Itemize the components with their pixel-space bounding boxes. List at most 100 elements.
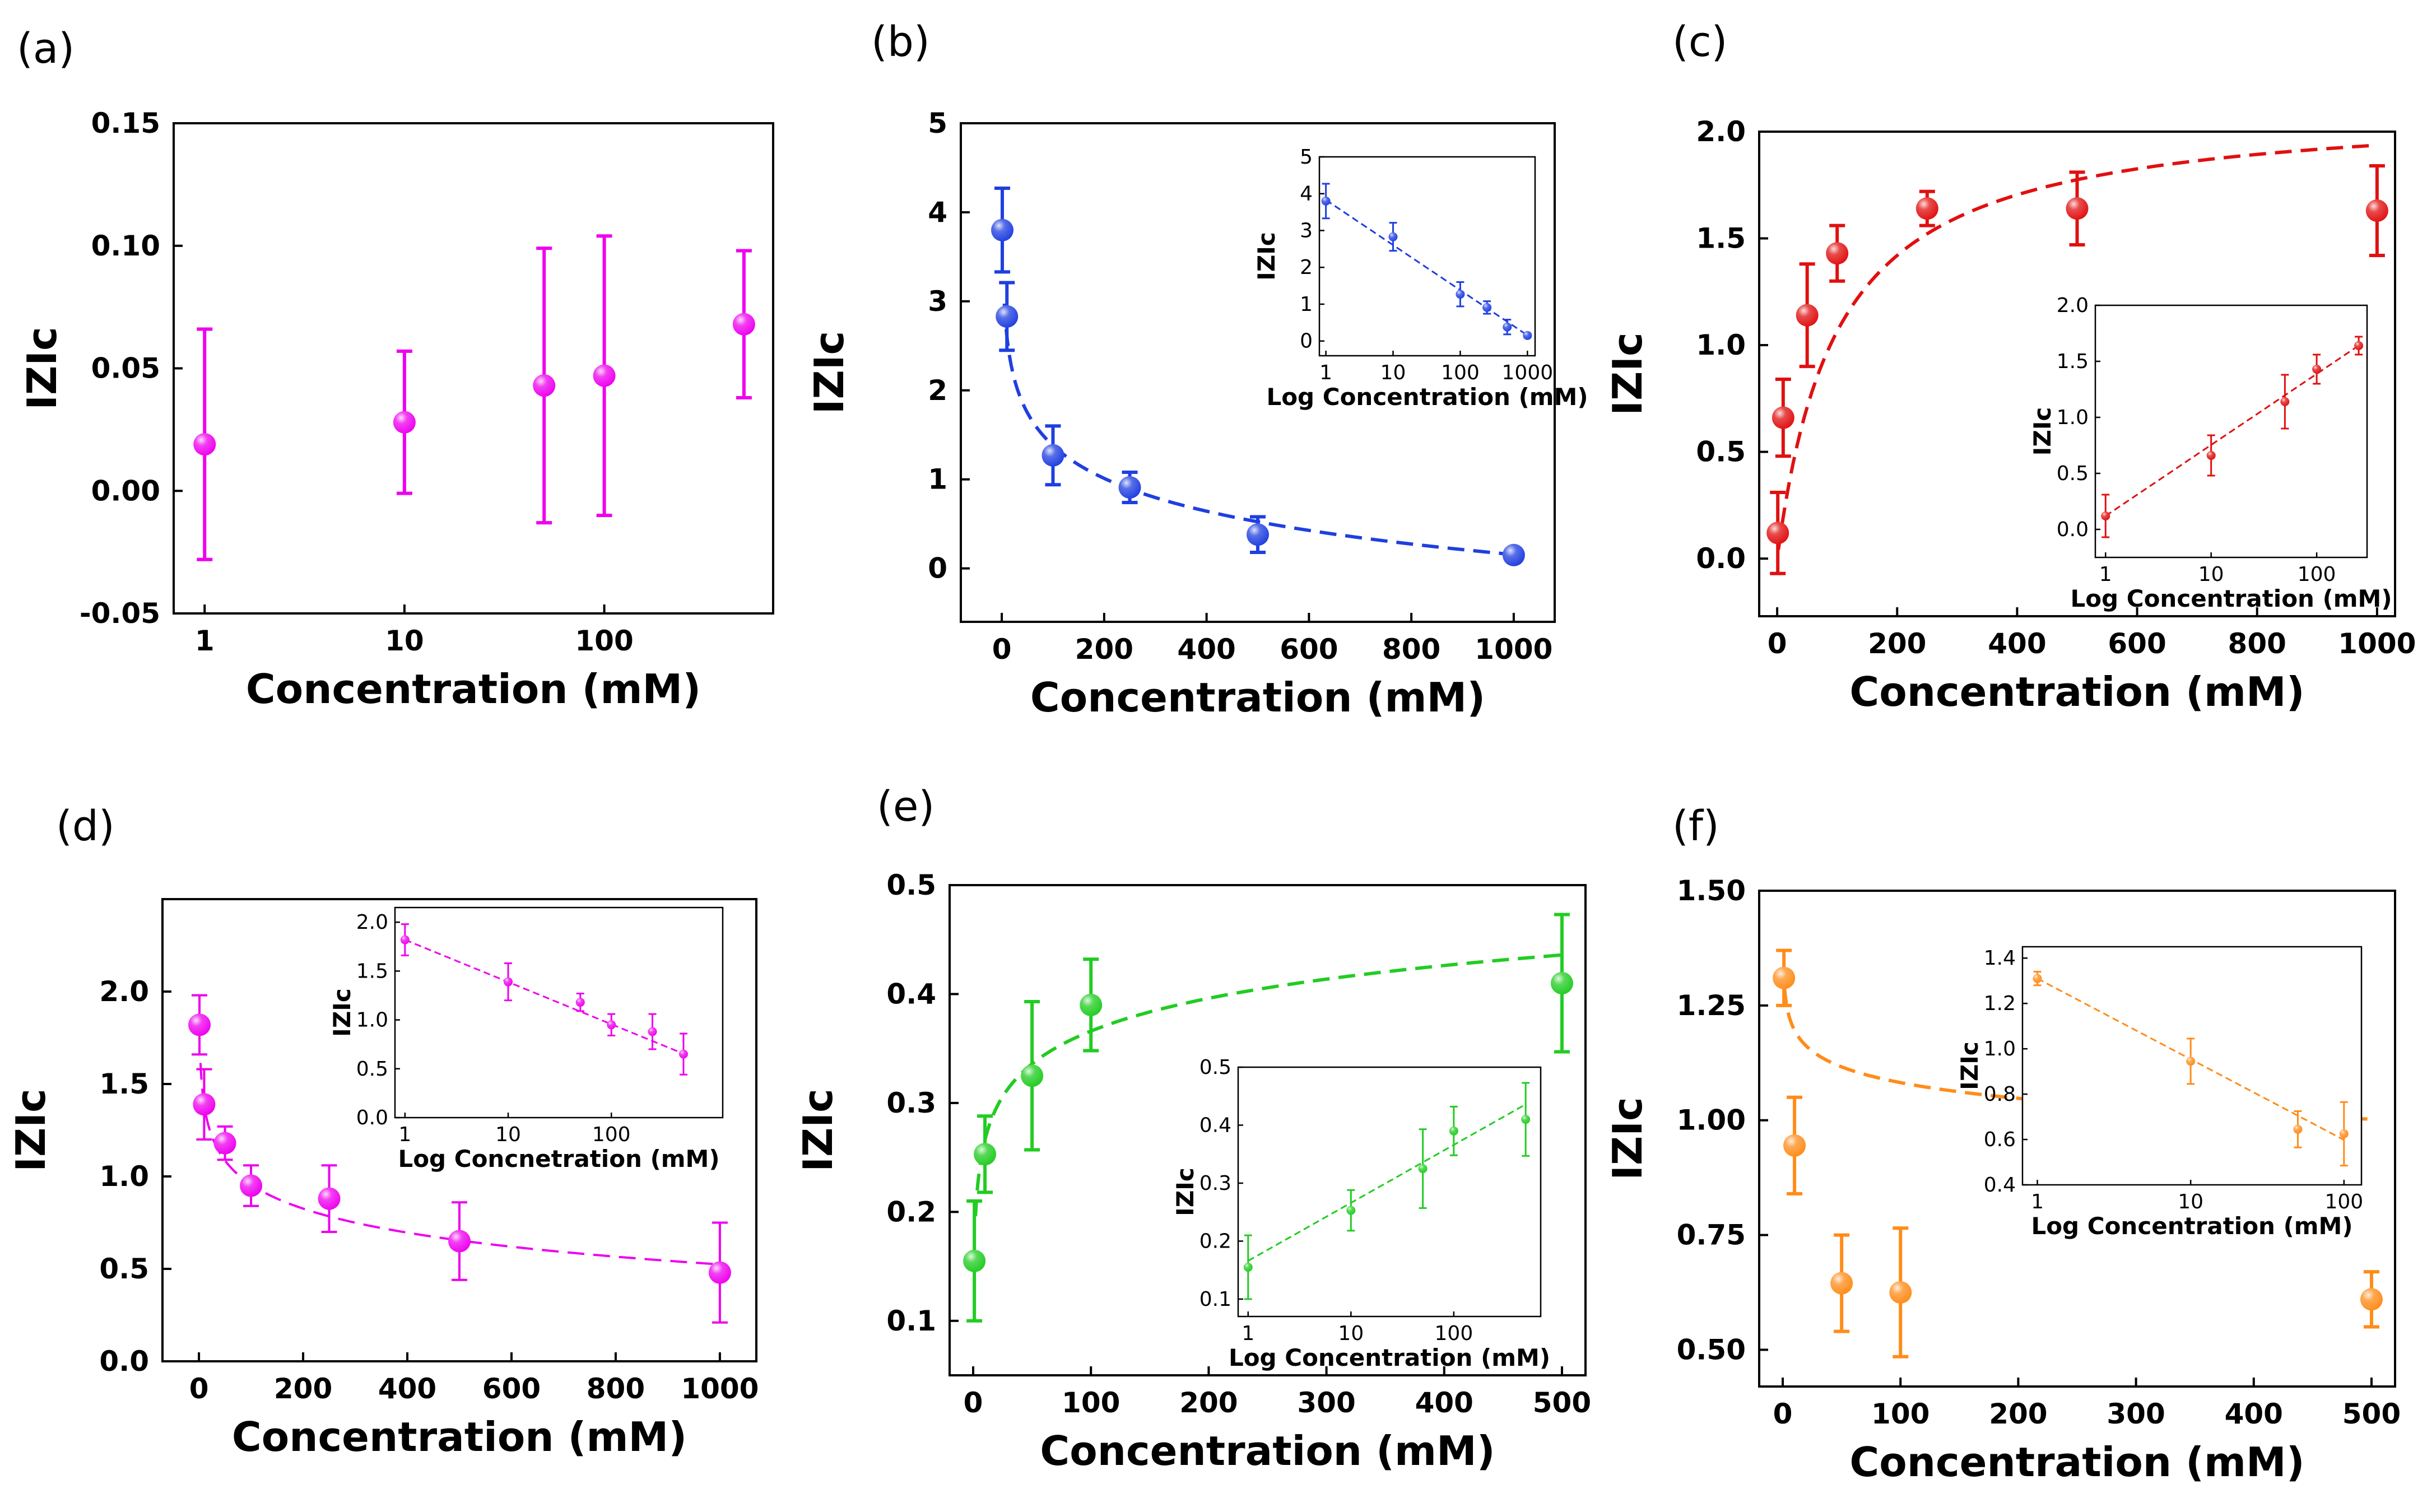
- panel-b-inset-data-point-highlight: [1388, 232, 1398, 241]
- panel-letter-d: (d): [56, 802, 115, 850]
- panel-f-inset: 1 10 100 0.4 0.6 0.8 1.0 1.2 1.4 Log Concentratio…: [1956, 946, 2363, 1240]
- panel-e-data-point-highlight: [1021, 1064, 1044, 1087]
- panel-d-inset-data-point-highlight: [575, 998, 585, 1007]
- panel-f-xtick-label: 400: [2225, 1398, 2283, 1430]
- panel-letter-a: (a): [17, 25, 75, 73]
- panel-b-ytick-label: 5: [928, 107, 947, 139]
- panel-c-ytick-label: 0.5: [1696, 436, 1746, 468]
- panel-a-ytick-label: 0.00: [91, 474, 160, 507]
- panel-a-frame: [173, 122, 774, 615]
- panel-f-inset-data-point-highlight: [2339, 1129, 2349, 1138]
- panel-c-xtick-label: 400: [1988, 627, 2046, 660]
- panel-b-xtick-label: 400: [1177, 633, 1235, 666]
- panel-e-inset-xtick-label: 10: [1338, 1322, 1364, 1345]
- panel-d-inset-ytick-label: 0.5: [356, 1058, 388, 1081]
- panel-d-ytick-label: 2.0: [99, 975, 149, 1008]
- panel-d-data-point-highlight: [193, 1093, 216, 1116]
- panel-e-inset-data-point-highlight: [1346, 1206, 1356, 1215]
- panel-e-xtick-label: 100: [1062, 1387, 1120, 1419]
- panel-e-fit-curve: [974, 953, 1563, 1217]
- panel-d-ytick-label: 1.0: [99, 1160, 149, 1193]
- panel-e-inset-frame: [1237, 1066, 1542, 1318]
- panel-f-ytick-label: 1.50: [1677, 874, 1746, 907]
- panel-b-inset-ytick-label: 5: [1300, 146, 1313, 169]
- panel-c-data-point-highlight: [2365, 199, 2388, 222]
- panel-c-inset-fit-curve: [2105, 345, 2359, 517]
- panel-f-inset-y-axis-label: IZIc: [1956, 1041, 1983, 1090]
- panel-f-inset-data-point-highlight: [2293, 1124, 2303, 1134]
- panel-b-ytick-label: 0: [928, 552, 947, 585]
- panel-f-ytick-label: 0.50: [1677, 1333, 1746, 1366]
- panel-b-inset-data-point-highlight: [1456, 290, 1465, 299]
- panel-f-data-point-highlight: [2360, 1288, 2383, 1311]
- panel-e-inset-ytick-label: 0.4: [1199, 1114, 1231, 1137]
- panel-d-xtick-label: 0: [189, 1373, 209, 1405]
- panel-f-inset-frame: [2021, 946, 2363, 1186]
- panel-b-inset-xtick-label: 1000: [1502, 361, 1554, 384]
- panel-e-y-axis-label: IZIc: [794, 1088, 841, 1171]
- panel-f-x-axis-label: Concentration (mM): [1849, 1439, 2304, 1486]
- panel-d-inset-data-point-highlight: [504, 977, 513, 987]
- panel-b-xtick-label: 1000: [1475, 633, 1552, 666]
- panel-b-inset-y-axis-label: IZIc: [1253, 232, 1280, 281]
- panel-e-inset-y-axis-label: IZIc: [1171, 1167, 1199, 1216]
- panel-b-inset-data-point-highlight: [1482, 303, 1492, 312]
- panel-e-ytick-label: 0.4: [886, 978, 936, 1010]
- panel-b-inset-x-axis-label: Log Concentration (mM): [1266, 383, 1588, 411]
- panel-c-xtick-label: 800: [2228, 627, 2286, 660]
- panel-f-inset-ytick-label: 1.4: [1984, 947, 2016, 970]
- panel-c-inset-ytick-label: 2.0: [2057, 294, 2089, 317]
- panel-b-inset-data-point-highlight: [1523, 331, 1532, 340]
- panel-d-data-point-highlight: [213, 1132, 236, 1155]
- panel-e-chart: 0 100 200 300 400 500 0.1 0.2 0.3 0.4 0.5 Concentra…: [794, 869, 1591, 1474]
- panel-d-data-point-highlight: [318, 1187, 341, 1210]
- panel-e-xtick-label: 400: [1415, 1387, 1473, 1419]
- panel-c-xtick-label: 200: [1868, 627, 1926, 660]
- panel-b-x-axis-label: Concentration (mM): [1030, 674, 1485, 721]
- panel-a-x-axis-label: Concentration (mM): [246, 666, 701, 713]
- panel-f-inset-xtick-label: 100: [2324, 1190, 2363, 1213]
- panel-b-inset-background: [1319, 157, 1535, 356]
- panel-b-frame: [960, 122, 1556, 623]
- panel-d-chart: 0 200 400 600 800 1000 0.0 0.5 1.0 1.5 2.0 Concentr…: [7, 898, 759, 1460]
- panel-d-data-point-highlight: [240, 1174, 263, 1197]
- panel-c-inset-ytick-label: 0.5: [2057, 462, 2089, 485]
- panel-e-xtick-label: 300: [1297, 1387, 1355, 1419]
- panel-a-data-point-highlight: [593, 364, 616, 387]
- panel-b-data-point-highlight: [1247, 523, 1269, 546]
- panel-c-inset-xtick-label: 100: [2298, 563, 2336, 586]
- panel-a-ytick-label: 0.15: [91, 107, 160, 139]
- panel-d-data-point-highlight: [708, 1261, 731, 1284]
- panel-c-xtick-label: 0: [1768, 627, 1787, 660]
- panel-e-ytick-label: 0.1: [886, 1305, 936, 1337]
- panel-b-xtick-label: 200: [1075, 633, 1133, 666]
- panel-b-data-point-highlight: [991, 218, 1014, 241]
- panel-d-frame: [161, 898, 757, 1362]
- panel-a-data-point-highlight: [533, 374, 556, 397]
- panel-e-inset-data-point-highlight: [1243, 1263, 1253, 1272]
- panel-c-chart: 0 200 400 600 800 1000 0.0 0.5 1.0 1.5 2.0 Concentr…: [1604, 115, 2416, 715]
- panel-d-data-point-highlight: [448, 1230, 471, 1253]
- panel-d-inset-background: [395, 908, 723, 1118]
- panel-c-data-point-highlight: [2066, 197, 2089, 220]
- panel-f-xtick-label: 100: [1871, 1398, 1929, 1430]
- panel-f-data-point-highlight: [1773, 966, 1796, 989]
- panel-f-xtick-label: 0: [1773, 1398, 1793, 1430]
- panel-f-frame: [1758, 890, 2396, 1388]
- panel-e-xtick-label: 0: [964, 1387, 983, 1419]
- panel-b-inset-fit-curve: [1325, 199, 1528, 336]
- panel-b-ytick-label: 1: [928, 463, 947, 496]
- panel-b-data-point-highlight: [1502, 543, 1525, 566]
- panel-f-ytick-label: 1.00: [1677, 1104, 1746, 1137]
- panel-f-xtick-label: 300: [2107, 1398, 2165, 1430]
- panel-d-y-axis-label: IZIc: [7, 1088, 54, 1171]
- panel-d-inset-x-axis-label: Log Concnetration (mM): [398, 1145, 719, 1173]
- panel-f-inset-background: [2023, 947, 2361, 1185]
- panel-d-inset: 1 10 100 0.0 0.5 1.0 1.5 2.0 Log Concnetration (…: [328, 906, 724, 1173]
- panel-b-inset-xtick-label: 100: [1441, 361, 1480, 384]
- panel-d-inset-xtick-label: 100: [592, 1123, 631, 1146]
- panel-letter-c: (c): [1672, 18, 1727, 66]
- panel-b-ytick-label: 2: [928, 374, 947, 407]
- panel-c-inset-ytick-label: 1.5: [2057, 350, 2089, 373]
